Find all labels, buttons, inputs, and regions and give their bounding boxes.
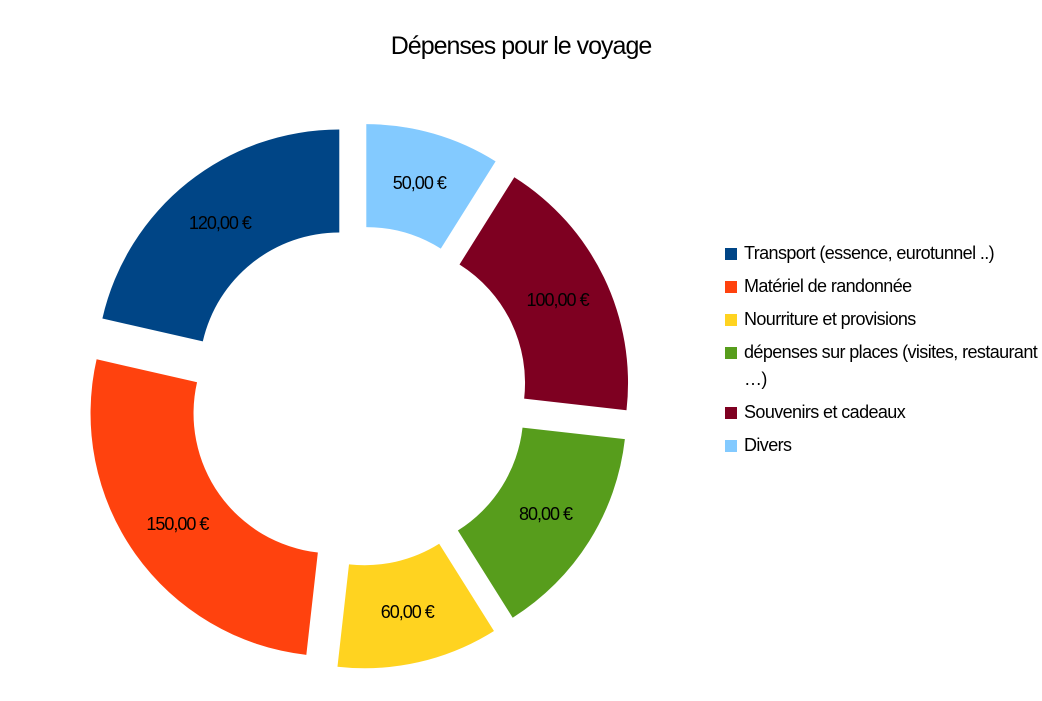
legend-item: dépenses sur places (visites, restaurant… [722,339,1042,393]
slice-value-label: 120,00 € [189,213,252,233]
slice-value-label: 60,00 € [381,602,435,622]
legend-swatch [725,281,737,293]
legend-swatch [725,407,737,419]
legend-label: dépenses sur places (visites, restaurant… [744,342,1038,389]
legend-swatch [725,440,737,452]
donut-slice [457,427,625,618]
legend-item: Matériel de randonnée [722,273,1042,300]
legend-label: Transport (essence, eurotunnel ..) [744,243,995,263]
legend-label: Divers [744,435,792,455]
chart-title: Dépenses pour le voyage [390,32,653,60]
donut-slice [459,177,629,411]
slice-value-label: 50,00 € [393,173,447,193]
slice-value-label: 80,00 € [519,504,573,524]
legend-label: Matériel de randonnée [744,276,912,296]
legend-swatch [725,314,737,326]
legend-item: Nourriture et provisions [722,306,1042,333]
legend: Transport (essence, eurotunnel ..) Matéri… [722,240,1042,465]
legend-swatch [725,347,737,359]
slice-value-label: 150,00 € [146,514,209,534]
legend-label: Nourriture et provisions [744,309,916,329]
legend-item: Souvenirs et cadeaux [722,399,1042,426]
donut-slice [102,129,340,342]
donut-slice [366,124,496,249]
slice-value-label: 100,00 € [527,290,590,310]
donut-slice [337,543,494,669]
legend-item: Transport (essence, eurotunnel ..) [722,240,1042,267]
legend-label: Souvenirs et cadeaux [744,402,906,422]
donut-slice [90,359,318,655]
legend-swatch [725,248,737,260]
legend-item: Divers [722,432,1042,459]
